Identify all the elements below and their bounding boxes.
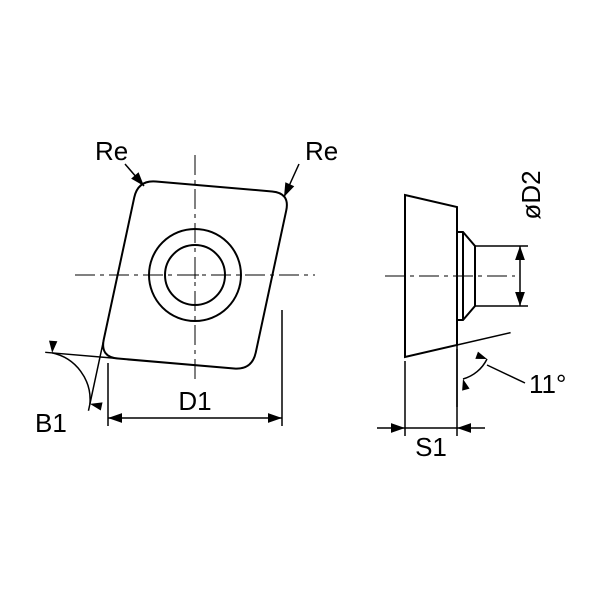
label-re-left: Re <box>95 136 128 166</box>
label-re-right: Re <box>305 136 338 166</box>
b1-arc <box>52 353 90 404</box>
label-d1: D1 <box>178 386 211 416</box>
label-relief-angle: 11° <box>529 369 566 399</box>
label-s1: S1 <box>415 432 447 462</box>
relief-arc <box>463 359 487 379</box>
relief-flank-extension <box>457 333 511 345</box>
label-b1: B1 <box>35 408 67 438</box>
label-d2: øD2 <box>516 170 546 219</box>
